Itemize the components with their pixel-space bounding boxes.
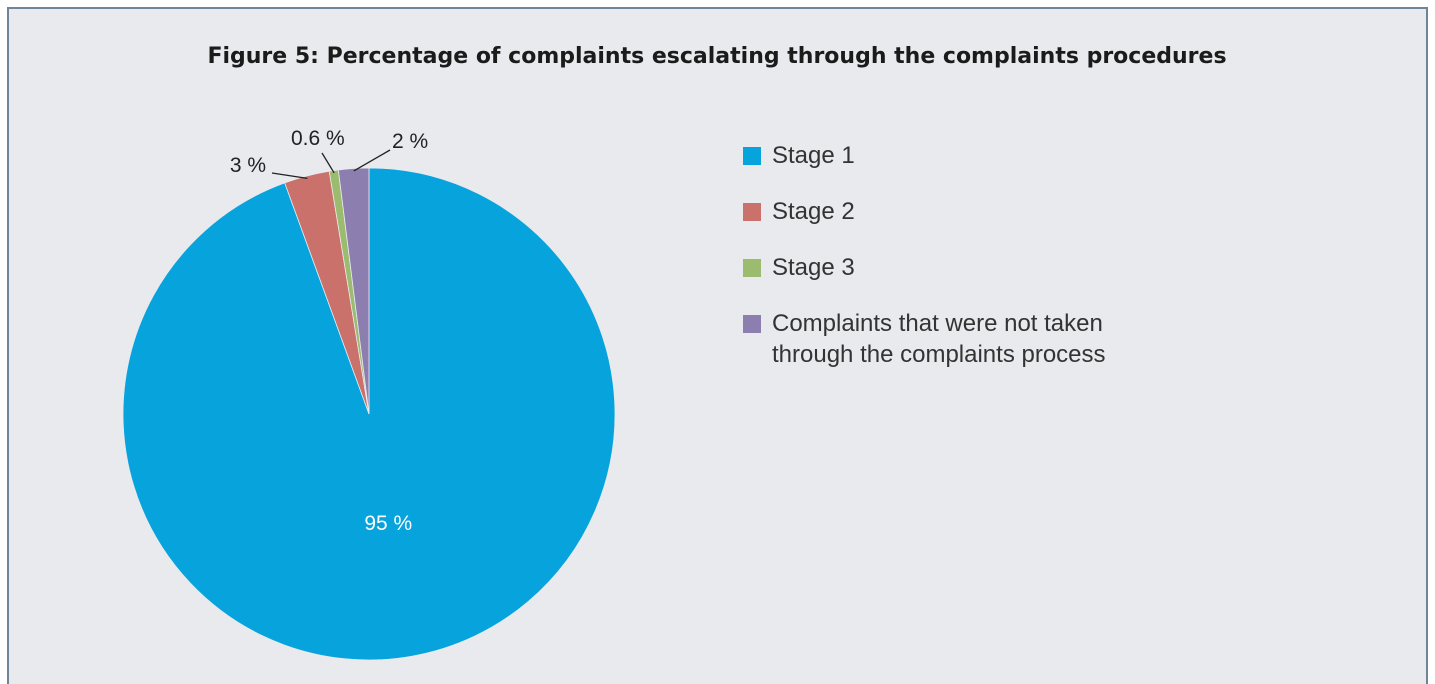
legend-label: Stage 2 [772, 198, 855, 225]
legend-swatch [743, 147, 761, 165]
data-label: 2 % [392, 130, 428, 153]
legend: Stage 1 Stage 2 Stage 3 Complaints that wer… [743, 140, 1172, 395]
legend-swatch [743, 203, 761, 221]
legend-label: Stage 1 [772, 142, 855, 169]
data-label: 3 % [230, 154, 266, 177]
leader-line [321, 152, 335, 174]
legend-label: Stage 3 [772, 254, 855, 281]
pie-slice [337, 167, 370, 415]
leader-line [271, 172, 308, 180]
legend-item: Stage 3 [743, 252, 1172, 283]
chart-title: Figure 5: Percentage of complaints escal… [207, 44, 1226, 69]
legend-label: Complaints that were not taken through t… [772, 310, 1106, 368]
legend-item: Stage 2 [743, 196, 1172, 227]
leader-line [353, 149, 391, 172]
legend-swatch [743, 259, 761, 277]
data-label: 0.6 % [291, 127, 345, 150]
legend-swatch [743, 315, 761, 333]
legend-item: Complaints that were not taken through t… [743, 308, 1132, 370]
pie: 95 % 3 % 0.6 % 2 % [122, 127, 616, 661]
legend-item: Stage 1 [743, 140, 1172, 171]
data-label: 95 % [364, 512, 412, 535]
